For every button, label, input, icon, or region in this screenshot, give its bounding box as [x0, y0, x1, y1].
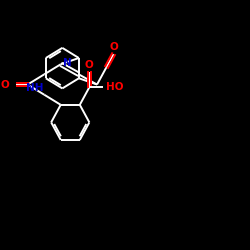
Text: HO: HO — [106, 82, 123, 92]
Text: O: O — [109, 42, 118, 52]
Text: NH: NH — [26, 84, 43, 94]
Text: N: N — [62, 58, 71, 68]
Text: O: O — [0, 80, 9, 90]
Text: O: O — [85, 60, 94, 70]
